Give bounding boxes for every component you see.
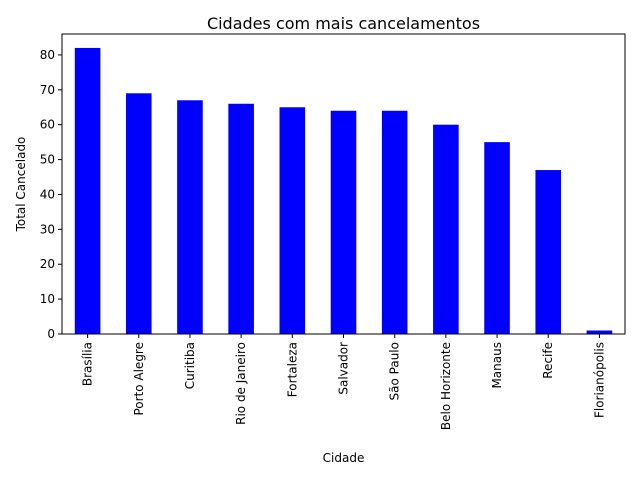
bar	[586, 330, 613, 334]
bar	[433, 124, 459, 334]
y-tick-label: 70	[40, 83, 55, 97]
x-tick-label: São Paulo	[388, 342, 402, 400]
x-axis-ticks: Brasília Porto Alegre Curitiba Rio de Janei…	[81, 334, 606, 430]
bar	[177, 100, 203, 334]
y-tick-label: 80	[40, 48, 55, 62]
y-tick-label: 10	[40, 292, 55, 306]
bar	[125, 93, 152, 334]
bar	[74, 47, 101, 334]
x-axis-label: Cidade	[323, 451, 365, 465]
y-tick-label: 40	[40, 187, 55, 201]
y-tick-label: 30	[40, 222, 55, 236]
x-tick-label: Curitiba	[183, 342, 197, 389]
y-tick-label: 0	[47, 327, 55, 341]
x-tick-label: Belo Horizonte	[439, 342, 453, 430]
y-tick-label: 20	[40, 257, 55, 271]
y-tick-label: 60	[40, 118, 55, 132]
bar	[279, 107, 306, 334]
x-tick-label: Manaus	[490, 342, 504, 389]
x-tick-label: Fortaleza	[285, 342, 299, 397]
bar	[330, 110, 357, 334]
bar	[535, 170, 562, 334]
bar	[228, 103, 254, 334]
bars	[74, 47, 613, 334]
y-axis-ticks: 0 10 20 30 40 50 60 70 80	[40, 48, 62, 341]
x-tick-label: Brasília	[81, 342, 95, 386]
x-tick-label: Salvador	[337, 342, 351, 395]
bar	[381, 110, 408, 334]
bar	[484, 142, 510, 334]
y-axis-label: Total Cancelado	[14, 137, 28, 233]
plot-frame	[61, 33, 626, 335]
x-tick-label: Porto Alegre	[132, 342, 146, 416]
y-tick-label: 50	[40, 153, 55, 167]
chart-title: Cidades com mais cancelamentos	[207, 14, 480, 33]
x-tick-label: Recife	[541, 342, 555, 379]
x-tick-label: Florianópolis	[592, 342, 606, 418]
x-tick-label: Rio de Janeiro	[234, 342, 248, 425]
